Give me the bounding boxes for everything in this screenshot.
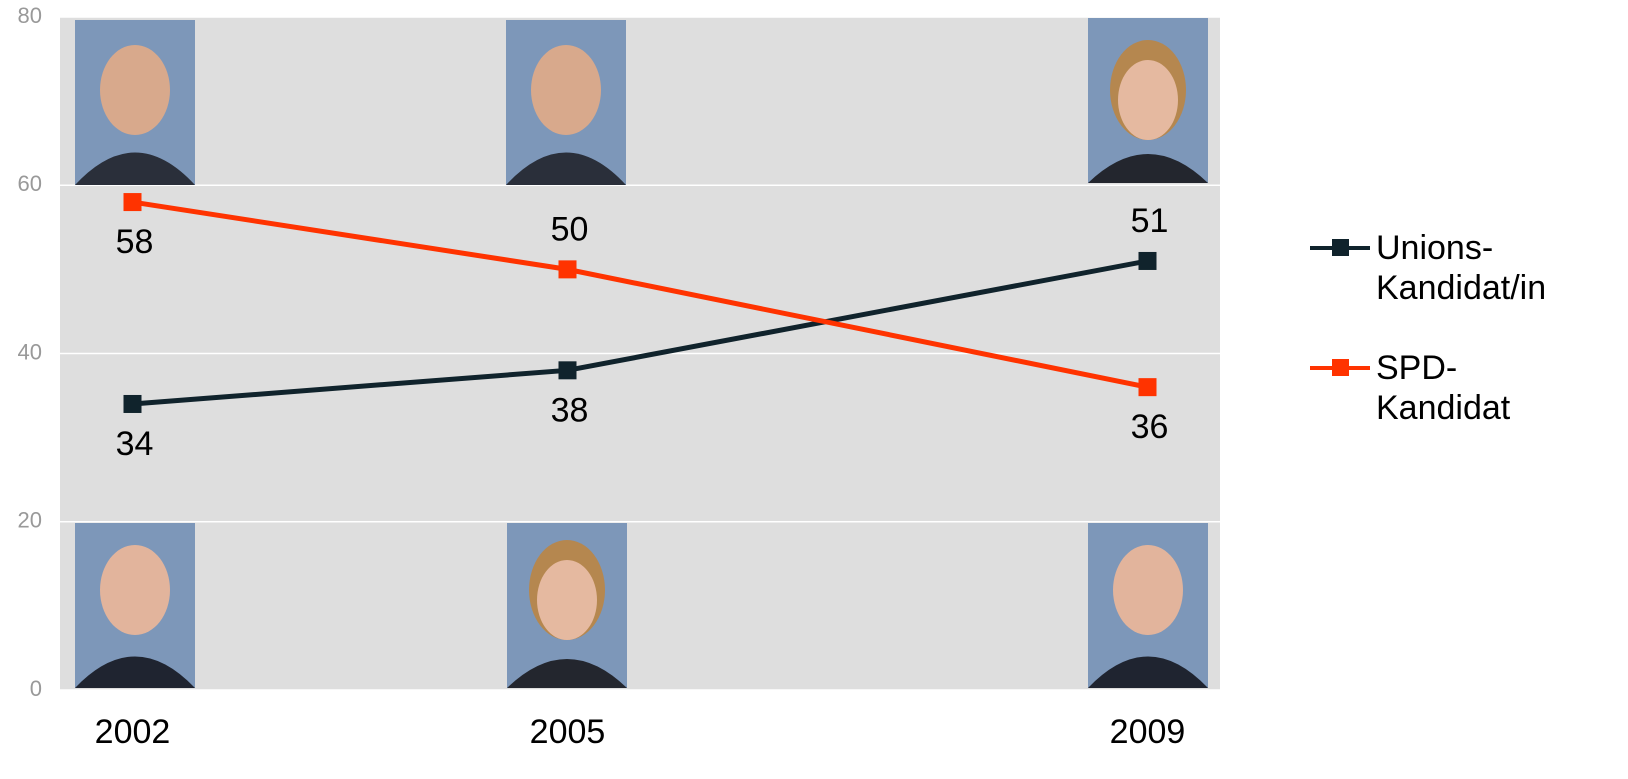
candidate-photos [75,18,1208,688]
photo [75,20,195,185]
y-tick-label: 40 [18,339,42,364]
legend-item: SPD-Kandidat [1310,348,1566,428]
photo [1088,18,1208,183]
marker [123,193,142,212]
y-tick-label: 60 [18,171,42,196]
legend-marker [1332,239,1349,256]
photo [507,523,627,688]
y-tick-label: 0 [30,676,42,701]
y-tick-label: 80 [18,3,42,28]
marker [1138,378,1157,397]
y-tick-label: 20 [18,508,42,533]
legend-marker [1332,359,1349,376]
photo [75,523,195,688]
marker [1138,251,1157,270]
data-label: 34 [116,425,154,463]
legend-swatch [1310,359,1370,376]
legend-label: SPD-Kandidat [1376,349,1511,427]
data-label: 38 [551,391,589,429]
photo [506,20,626,185]
data-label: 50 [551,210,589,248]
photo [1088,523,1208,688]
x-tick-label: 2005 [530,713,606,751]
x-tick-label: 2009 [1110,713,1186,751]
marker [123,394,142,413]
data-label: 36 [1131,408,1169,446]
data-label: 51 [1131,202,1169,240]
marker [558,260,577,279]
x-tick-label: 2002 [95,713,171,751]
data-label: 58 [116,223,154,261]
legend-item: Unions-Kandidat/in [1310,228,1566,308]
legend-label: Unions-Kandidat/in [1376,229,1547,307]
marker [558,361,577,380]
legend-swatch [1310,239,1370,256]
